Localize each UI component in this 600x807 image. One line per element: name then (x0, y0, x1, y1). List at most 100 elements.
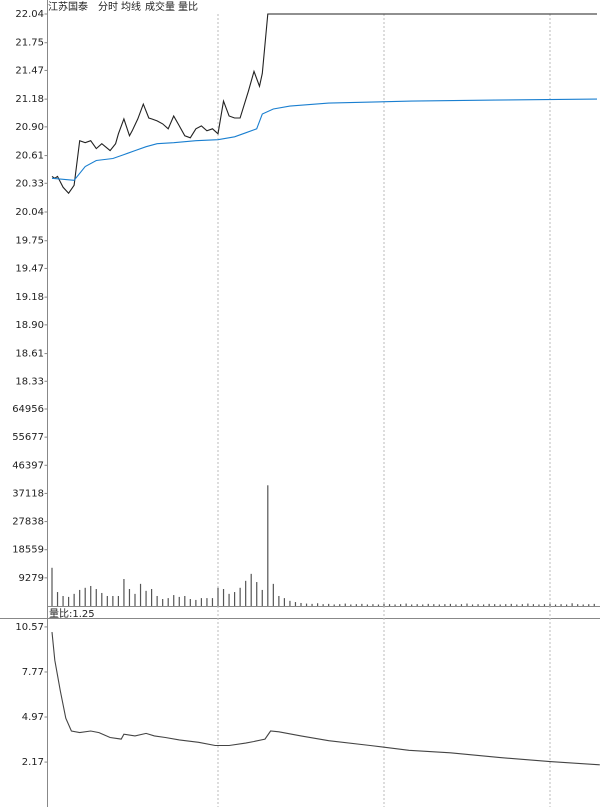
volume-bar (79, 589, 81, 606)
volume-bar (62, 595, 64, 606)
volume-bar (245, 580, 247, 606)
volume-bar (234, 592, 236, 606)
y-tick-label: 37118 (12, 488, 44, 499)
y-tick-label: 7.77 (22, 667, 44, 678)
volume-bar (405, 603, 407, 606)
volume-bar (222, 589, 225, 606)
volume-bar (416, 604, 418, 606)
volume-bar (239, 587, 241, 606)
y-tick-label: 55677 (12, 432, 44, 443)
volume-bar (339, 604, 341, 606)
volume-bar (294, 602, 297, 606)
volume-bar (333, 604, 335, 606)
volume-bar (494, 604, 496, 606)
volume-bar (117, 595, 119, 606)
volume-bar (123, 579, 125, 606)
y-tick-label: 18.90 (15, 320, 44, 331)
volume-bar (560, 604, 562, 606)
volume-bar (56, 592, 59, 606)
volume-bar (466, 603, 468, 606)
stock-name: 江苏国泰 (48, 0, 88, 13)
volume-bar (328, 603, 330, 606)
y-tick-label: 19.47 (15, 263, 44, 274)
legend-volume: 成交量 (145, 0, 175, 13)
volume-bar (300, 602, 302, 606)
y-tick-label: 2.17 (22, 757, 44, 768)
volume-bar (400, 604, 402, 606)
volume-bar (444, 604, 446, 606)
volume-bar (156, 595, 158, 606)
volume-bar (195, 599, 197, 606)
ratio-line (51, 632, 600, 766)
volume-bar (68, 596, 70, 606)
y-tick-label: 20.61 (15, 151, 44, 162)
volume-bar (593, 603, 595, 606)
volume-bar (267, 485, 269, 606)
volume-bar (217, 587, 219, 606)
volume-bar (372, 604, 374, 606)
volume-bar (228, 593, 230, 606)
volume-bar (510, 603, 512, 606)
volume-bar (112, 595, 114, 606)
volume-bar (350, 604, 352, 606)
volume-bar (250, 573, 252, 606)
volume-bar (549, 603, 551, 606)
volume-bar (538, 604, 540, 606)
volume-bar (283, 598, 285, 606)
volume-bar (200, 598, 202, 606)
volume-bar (101, 592, 103, 606)
volume-bar (256, 582, 258, 606)
volume-bar (477, 604, 479, 606)
legend-average: 均线 (121, 0, 141, 13)
volume-bar (51, 567, 53, 606)
y-tick-label: 4.97 (22, 712, 44, 723)
volume-bar (311, 603, 313, 606)
volume-bar (278, 595, 280, 606)
y-tick-label: 20.04 (15, 207, 44, 218)
volume-bar (162, 599, 164, 606)
legend-ratio: 量比 (178, 1, 198, 13)
price-line (51, 13, 597, 195)
volume-bar (145, 590, 147, 606)
y-tick-label: 18559 (12, 545, 44, 556)
price-line (51, 98, 598, 181)
y-tick-label: 18.61 (15, 349, 44, 360)
volume-bar (173, 595, 175, 606)
volume-bar (178, 596, 180, 606)
volume-bar (483, 604, 485, 606)
volume-bar (344, 603, 346, 606)
volume-bar (106, 595, 108, 606)
volume-bar (438, 604, 440, 606)
y-tick-label: 20.90 (15, 122, 44, 133)
volume-bar (571, 603, 573, 606)
volume-bar (355, 604, 357, 606)
volume-bar (394, 604, 396, 606)
y-tick-label: 19.18 (15, 292, 44, 303)
volume-bar (361, 603, 363, 606)
volume-bar (184, 595, 186, 606)
volume-bar (411, 604, 413, 606)
y-tick-label: 21.47 (15, 65, 44, 76)
volume-bar (527, 603, 529, 606)
y-tick-label: 64956 (12, 404, 44, 415)
y-tick-label: 18.33 (15, 376, 44, 387)
volume-bar (139, 583, 142, 606)
volume-bar (543, 604, 546, 606)
volume-bar (460, 604, 463, 606)
volume-bar (422, 604, 424, 606)
y-tick-label: 19.75 (15, 236, 44, 247)
volume-bar (521, 604, 523, 606)
volume-bar (433, 604, 435, 606)
y-tick-label: 22.04 (15, 9, 44, 20)
volume-bar (471, 604, 474, 606)
y-tick-label: 10.57 (15, 622, 44, 633)
volume-bar (90, 585, 92, 606)
volume-bar (516, 604, 518, 606)
volume-bar (366, 604, 368, 606)
volume-bar (167, 598, 169, 606)
volume-bar (73, 593, 75, 606)
volume-bar (189, 599, 191, 606)
